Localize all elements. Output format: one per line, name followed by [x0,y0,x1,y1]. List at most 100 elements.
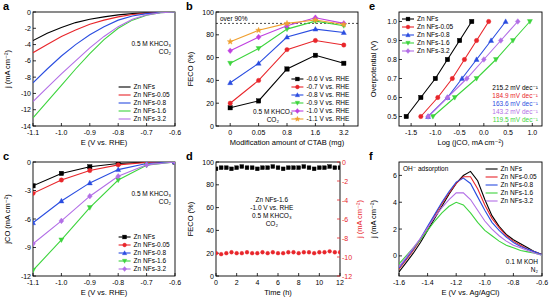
x-tick-label: 10 [315,279,323,286]
data-point [284,20,290,26]
data-point [255,251,259,255]
data-point [59,238,64,243]
y-tick [399,229,402,230]
data-point [307,166,311,170]
data-point [341,21,346,27]
y-tick-label: 6 [393,172,397,179]
x-tick-label: 1.6 [311,129,321,136]
data-point [430,115,435,120]
y-tick-label: 1.0 [387,18,397,25]
y-tick [33,109,36,110]
x-tick-label: -1.0 [55,279,67,286]
y-tick [399,175,402,176]
y-axis-label: FECO (%) [186,201,195,236]
x-tick-label: -0.6 [536,279,548,286]
x-axis-label: E (V vs. Ag/AgCl) [442,288,500,297]
y-tick-label: 0 [210,123,214,130]
x-tick [427,273,428,276]
data-point [261,166,265,170]
data-point [59,178,63,182]
legend-marker [296,85,300,89]
legend-label: Zn NFs-3.2 [417,47,450,54]
data-point [302,165,306,169]
y-tick-label: 0.7 [387,75,397,82]
x-tick [258,123,259,126]
x-tick-label: 0.5 [503,129,513,136]
data-point [419,95,423,99]
legend-label: Zn NFs-0.8 [417,31,450,38]
data-point [256,99,260,103]
data-point [302,250,306,254]
y-tick [216,126,219,127]
annotation: Zn NFs-1.6 [256,196,289,203]
data-area [216,15,358,110]
data-point [470,19,474,23]
data-point [240,251,244,255]
series-line [399,171,542,272]
plot-frame [33,162,175,276]
data-point [341,21,347,27]
data-point [452,96,457,101]
legend-marker [122,251,126,255]
x-tick [61,273,62,276]
data-point [256,47,261,52]
legend-label: Zn NFs-1.6 [134,107,167,114]
data-point [404,114,408,118]
data-point [276,166,280,170]
plot-frame [399,12,542,126]
data-point [286,250,290,254]
data-point [474,38,478,42]
data-point [33,220,36,225]
y-tick-label: -8 [25,74,31,81]
data-point [276,251,280,255]
series-line [399,178,542,268]
plot-frame [33,12,175,126]
data-point [116,173,121,179]
y2-axis-label: j (mA cm⁻²) [355,199,364,239]
legend-line [486,168,498,169]
data-area [216,165,340,256]
x-tick-label: 0.8 [282,129,292,136]
panel-label: d [186,150,193,162]
y2-tick [337,257,340,258]
data-point [33,268,36,273]
legend-label: Zn NFs-1.6 [501,189,534,196]
data-point [503,19,508,24]
data-point [173,162,175,164]
y-tick [216,162,219,163]
x-tick [89,123,90,126]
series-line [33,162,175,186]
data-point [228,80,233,85]
x-tick-label: -0.6 [169,129,181,136]
legend: Zn NFsZn NFs-0.05Zn NFs-0.8Zn NFs-1.6Zn … [119,83,171,122]
y-tick [216,103,219,104]
data-point [527,20,532,25]
data-point [493,58,498,63]
data-point [33,241,35,247]
x-tick [146,273,147,276]
data-point [87,180,92,185]
data-point [313,38,317,42]
annotation: 0.5 M KHCO₃ [253,108,293,115]
x-tick [315,123,316,126]
annotation: 0.1 M KOH [506,258,538,265]
y-tick-label: 60 [206,204,214,211]
y-tick-label: 2 [393,226,397,233]
series-line [230,20,344,42]
data-point [297,251,301,255]
y2-tick-label: -2 [342,178,348,185]
data-point [235,251,239,255]
y-tick-label: -2 [25,25,31,32]
figure: a-1.1-1.0-0.9-0.8-0.7-0.6-14-12-10-8-6-4… [0,0,550,300]
x-tick-label: 6 [276,279,280,286]
y-tick [399,202,402,203]
legend-line [119,110,131,111]
series-line [33,162,175,193]
data-point [445,95,450,101]
y-tick-label: 20 [206,100,214,107]
y-tick [33,44,36,45]
legend-label: Zn NFs-0.8 [134,99,167,106]
data-point [256,61,261,66]
y-tick-label: 0 [27,9,31,16]
legend-label: Zn NFs [417,15,439,22]
